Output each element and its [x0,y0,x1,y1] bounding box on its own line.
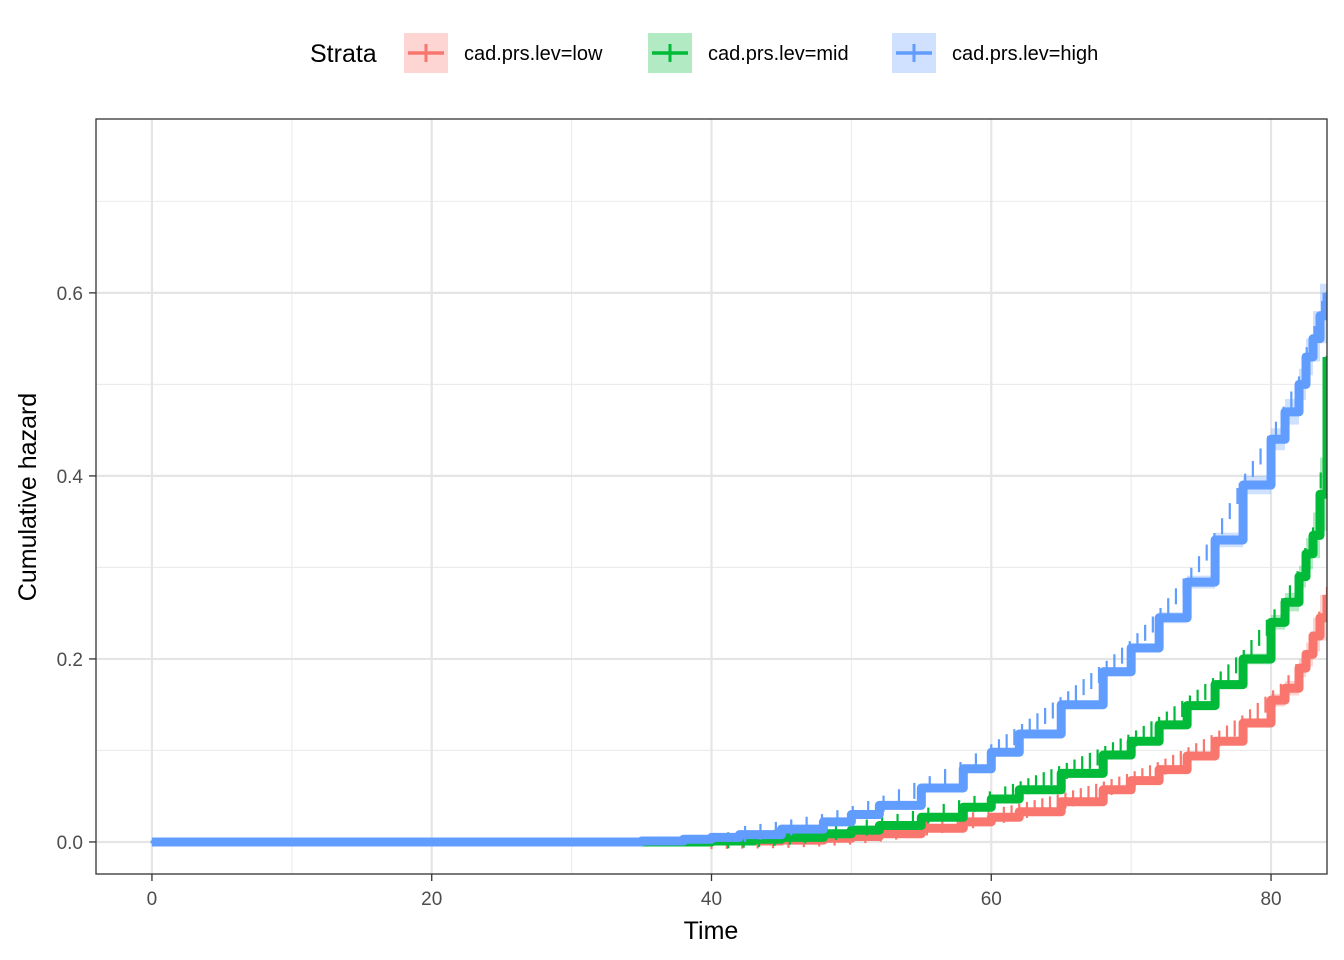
hazard-line [151,356,1327,847]
data-point [1129,779,1133,783]
y-tick-label: 0.4 [57,467,84,488]
data-point [877,823,881,827]
data-point [1101,788,1105,792]
x-tick-label: 60 [981,889,1002,910]
data-point [1101,753,1105,757]
data-point [1297,575,1301,579]
data-point [1269,698,1273,702]
data-point [1017,810,1021,814]
data-point [1185,580,1189,584]
data-point [961,767,965,771]
data-point [1059,771,1063,775]
data-point [1101,670,1105,674]
data-point [1157,768,1161,772]
data-point [1283,600,1287,604]
data-point [150,840,154,844]
y-tick-label: 0.0 [57,833,83,854]
data-point [989,797,993,801]
data-point [1283,686,1287,690]
data-point [1318,314,1322,318]
y-axis: 0.0 0.2 0.4 0.6 [57,284,96,854]
y-tick-label: 0.6 [57,284,83,305]
legend-item: cad.prs.lev=low [404,33,603,73]
data-point [1318,616,1322,620]
legend-label: cad.prs.lev=low [464,43,603,65]
y-axis-title: Cumulative hazard [14,393,42,601]
x-tick-label: 80 [1260,889,1281,910]
x-tick-label: 0 [147,889,158,910]
x-tick-label: 40 [701,889,722,910]
series-layer [150,237,1327,850]
plot-panel [95,118,1328,875]
data-point [961,805,965,809]
legend-label: cad.prs.lev=mid [708,43,849,65]
data-point [430,840,434,844]
data-point [1311,533,1315,537]
data-point [1241,721,1245,725]
data-point [1297,666,1301,670]
data-point [1059,800,1063,804]
data-point [1304,652,1308,656]
data-point [1157,616,1161,620]
y-tick-label: 0.2 [57,650,83,671]
legend-item: cad.prs.lev=mid [648,33,849,73]
series-cad.prs.lev=high [150,237,1327,847]
data-point [849,813,853,817]
data-point [1304,355,1308,359]
data-point [1213,538,1217,542]
data-point [1318,492,1322,496]
grid-major [96,119,1327,874]
x-axis: 0 20 40 60 80 [147,874,1282,910]
data-point [919,786,923,790]
data-point [710,835,713,839]
data-point [849,828,853,832]
data-point [682,837,686,841]
data-point [1185,754,1189,758]
data-point [1129,739,1133,743]
x-tick-label: 20 [421,889,442,910]
x-axis-title: Time [684,917,739,945]
data-point [1129,646,1133,650]
data-point [1241,483,1245,487]
data-point [1269,437,1273,441]
data-point [1311,634,1315,638]
data-point [989,750,993,754]
data-point [1017,732,1021,736]
data-point [877,803,881,807]
data-point [1059,703,1063,707]
data-point [989,815,993,819]
data-point [1297,382,1301,386]
data-point [1157,723,1161,727]
legend-item: cad.prs.lev=high [892,33,1098,73]
data-point [640,839,644,843]
legend-title: Strata [310,40,377,68]
data-point [1213,683,1217,687]
data-point [1269,620,1273,624]
data-point [1185,704,1189,708]
data-point [1311,337,1315,341]
data-point [1304,552,1308,556]
data-point [1283,410,1287,414]
data-point [737,833,741,837]
data-point [1017,788,1021,792]
data-point [821,820,825,824]
legend: Strata cad.prs.lev=low cad.prs.lev=mid cad… [310,33,1098,73]
legend-label: cad.prs.lev=high [952,43,1098,65]
data-point [1241,657,1245,661]
data-point [1213,739,1217,743]
data-point [919,815,923,819]
data-point [779,827,783,831]
